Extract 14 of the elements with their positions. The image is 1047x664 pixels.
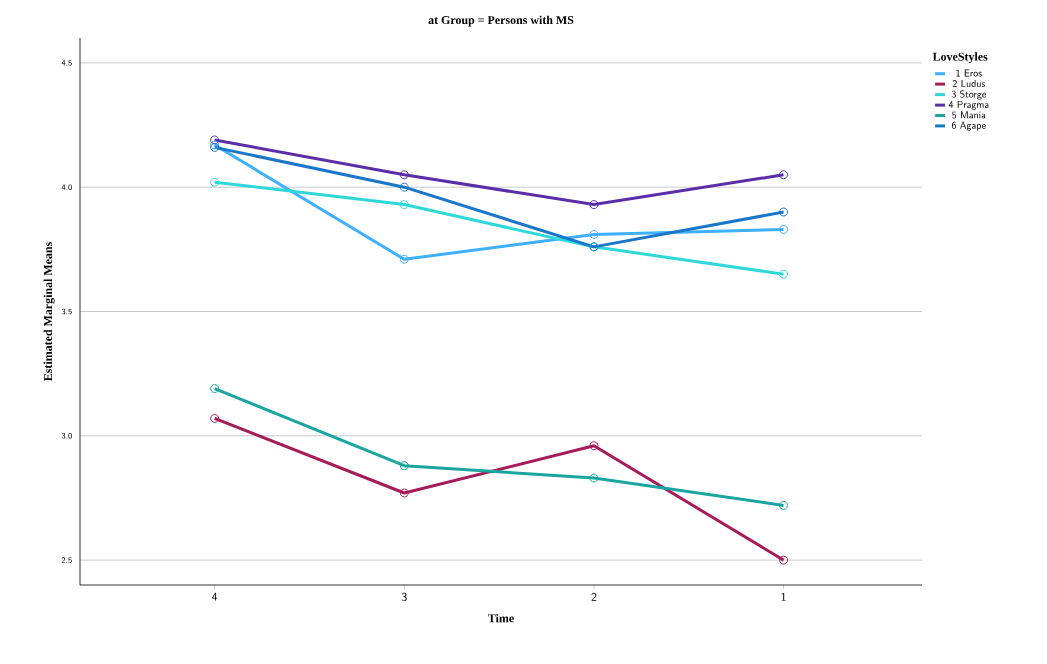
y-axis-title: Estimated Marginal Means: [43, 242, 55, 382]
x-tick-label: 1: [781, 592, 786, 601]
legend-title: LoveStyles: [932, 52, 988, 64]
legend-label: 2 Ludus: [952, 79, 986, 87]
x-tick-label: 2: [591, 592, 597, 601]
x-axis-title: Time: [488, 613, 514, 623]
legend-label: 6 Agape: [951, 121, 986, 131]
legend-label: 1 Eros: [956, 69, 982, 77]
legend-label: 3 Storge: [951, 90, 986, 100]
chart-title: at Group = Persons with MS: [428, 15, 574, 27]
x-tick-label: 4: [212, 592, 218, 601]
legend-label: 5 Mania: [952, 111, 986, 119]
legend-label: 4 Pragma: [948, 100, 989, 110]
x-tick-label: 3: [401, 592, 407, 602]
